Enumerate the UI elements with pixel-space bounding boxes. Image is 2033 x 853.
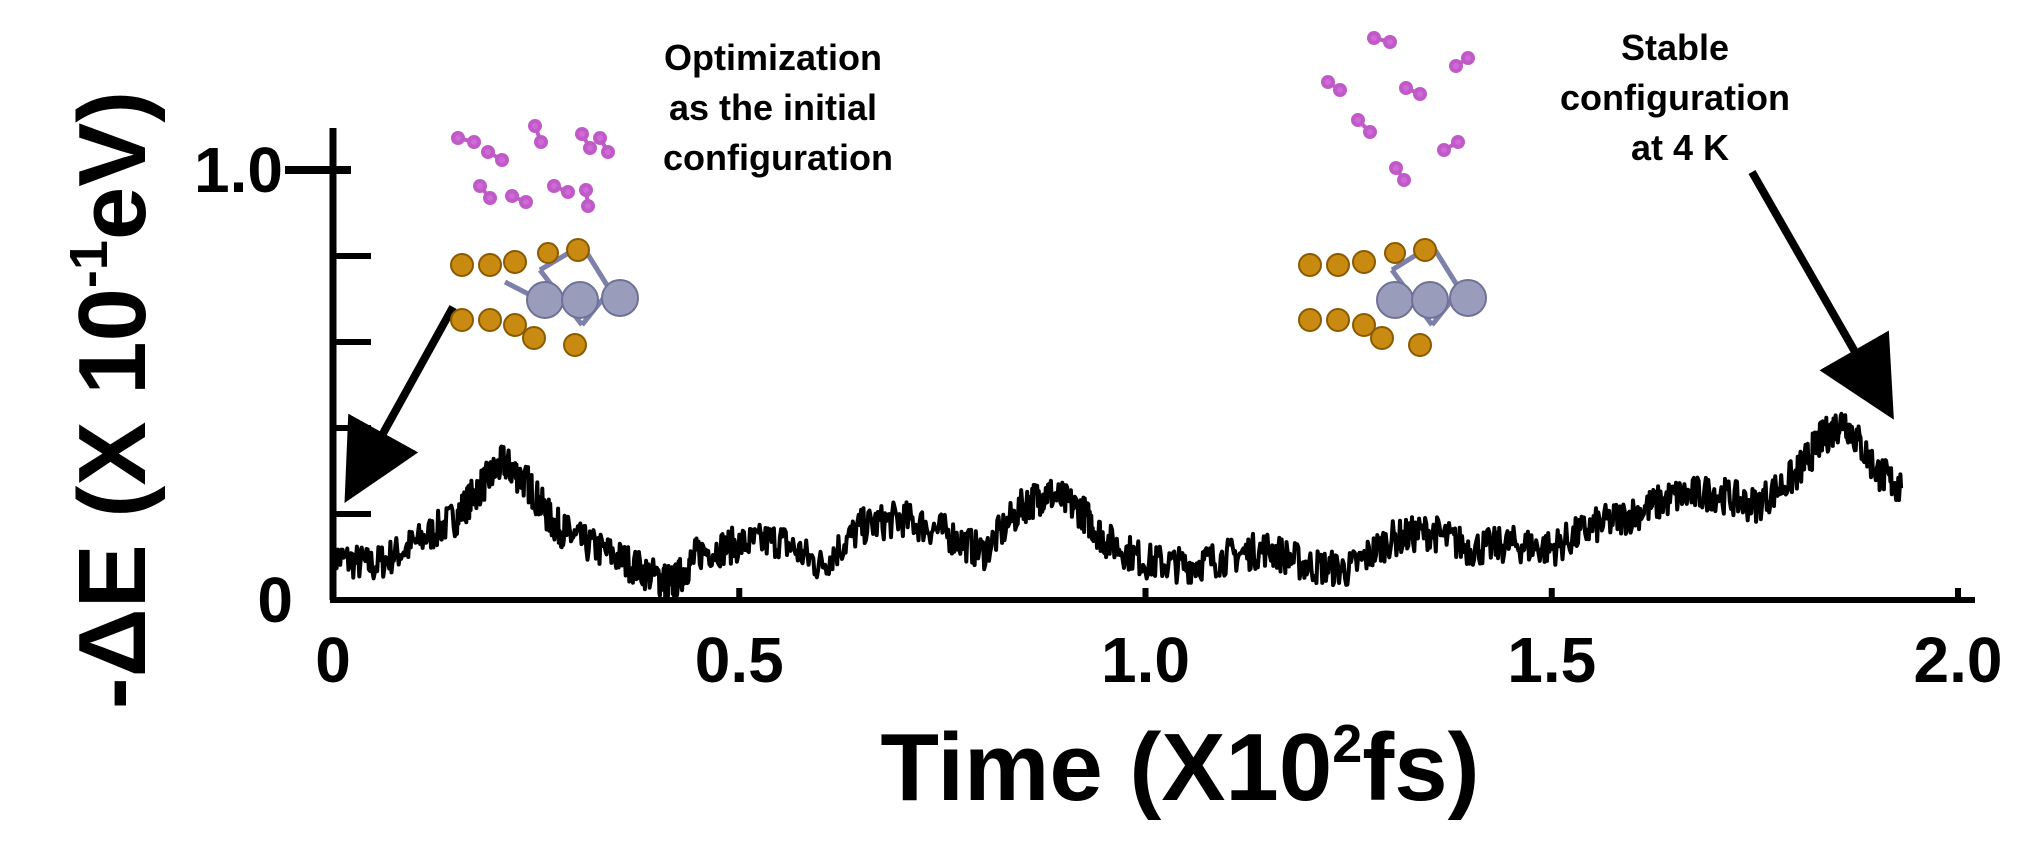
cluster-stable xyxy=(1298,238,1487,357)
annotation-stable-line-2: configuration xyxy=(1560,77,1790,118)
annotation-stable: Stable configuration at 4 K xyxy=(1560,27,1894,420)
annotation-initial: Optimization as the initial configuratio… xyxy=(344,37,893,503)
annotation-initial-line-3: configuration xyxy=(663,137,893,178)
arrow-stable xyxy=(1748,170,1894,420)
annotation-stable-line-1: Stable xyxy=(1621,27,1729,68)
annotation-initial-line-1: Optimization xyxy=(664,37,882,78)
x-tick-label: 2.0 xyxy=(1914,624,2003,696)
x-tick-label: 0.5 xyxy=(695,624,784,696)
y-tick-label: 0 xyxy=(257,564,293,636)
x-tick-label: 1.5 xyxy=(1507,624,1596,696)
h2-molecules-initial xyxy=(451,119,615,213)
molecule-illustration-initial xyxy=(450,119,639,357)
x-tick-label: 1.0 xyxy=(1101,624,1190,696)
x-axis-title: Time (X102fs) xyxy=(880,714,1479,821)
h2-molecules-stable xyxy=(1321,31,1475,187)
arrow-initial xyxy=(344,305,457,503)
svg-text:Stable configuration: Stable configuration at 4 K xyxy=(1560,27,1800,168)
svg-text:Optimization as the init: Optimization as the initial configuratio… xyxy=(663,37,893,178)
y-tick-label: 1.0 xyxy=(194,134,283,206)
molecule-illustration-stable xyxy=(1298,31,1487,357)
series-line xyxy=(331,411,1904,599)
cluster-initial xyxy=(450,238,639,357)
annotation-initial-line-2: as the initial xyxy=(669,87,877,128)
x-tick-label: 0 xyxy=(315,624,351,696)
y-axis-title: -ΔE (X 10-1eV) xyxy=(59,91,166,710)
y-ticks: 01.0 xyxy=(194,134,371,636)
annotation-stable-line-3: at 4 K xyxy=(1631,127,1729,168)
x-ticks: 0 0.5 1.0 1.5 2.0 xyxy=(315,588,2002,696)
